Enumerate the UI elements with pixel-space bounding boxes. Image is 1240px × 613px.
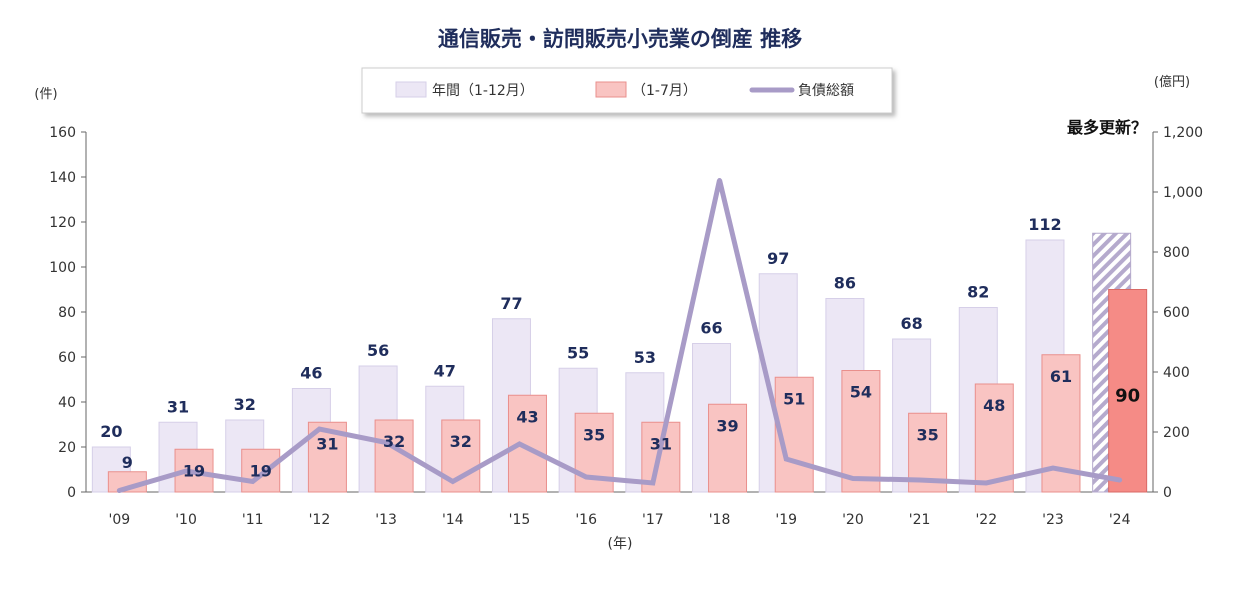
- chart-title: 通信販売・訪問販売小売業の倒産 推移: [438, 27, 802, 51]
- data-label-annual: 97: [767, 249, 789, 268]
- legend: 年間（1-12月） （1-7月） 負債総額: [361, 67, 893, 114]
- right-axis-tick-label: 400: [1163, 365, 1190, 381]
- data-label-annual: 66: [700, 319, 722, 338]
- legend-box: [361, 67, 893, 114]
- data-label-annual: 55: [567, 343, 589, 362]
- debt-line: [116, 179, 1123, 493]
- left-axis-tick-label: 20: [58, 440, 76, 456]
- x-axis-tick-label: '17: [642, 512, 664, 528]
- left-axis-tick-label: 40: [58, 395, 76, 411]
- debt-point: [784, 457, 789, 461]
- debt-point: [1117, 478, 1122, 482]
- data-label-partial: 61: [1050, 367, 1072, 386]
- x-axis-tick-label: '20: [842, 512, 864, 528]
- x-axis-tick-label: '22: [975, 512, 997, 528]
- x-axis-tick-label: '21: [909, 512, 931, 528]
- data-label-partial: 35: [583, 425, 605, 444]
- bar-partial: [241, 448, 281, 493]
- data-label-annual: 86: [834, 274, 856, 293]
- legend-swatch-partial: [595, 81, 627, 98]
- left-axis-tick-label: 120: [49, 215, 76, 231]
- debt-point: [317, 427, 322, 431]
- annotation-record-high: 最多更新？: [1067, 118, 1147, 137]
- x-axis-tick-label: '16: [575, 512, 597, 528]
- legend-label-annual: 年間（1-12月）: [432, 83, 534, 99]
- right-axis-tick-label: 1,000: [1163, 185, 1203, 201]
- x-axis-tick-label: '15: [509, 512, 531, 528]
- data-label-partial: 48: [983, 396, 1005, 415]
- data-label-annual: 47: [434, 361, 456, 380]
- debt-point: [984, 481, 989, 485]
- data-label-annual: 20: [100, 422, 122, 441]
- debt-point: [517, 442, 522, 446]
- data-label-annual: 53: [634, 348, 656, 367]
- data-label-annual: 68: [900, 314, 922, 333]
- bar-partial: [507, 394, 547, 493]
- x-axis-tick-label: '10: [175, 512, 197, 528]
- right-axis-tick-label: 0: [1163, 485, 1172, 501]
- legend-label-debt: 負債総額: [798, 83, 854, 99]
- left-axis-tick-label: 140: [49, 170, 76, 186]
- data-label-partial: 54: [850, 383, 872, 402]
- data-label-partial: 35: [916, 425, 938, 444]
- x-axis-label: (年): [608, 536, 633, 552]
- debt-point: [917, 478, 922, 482]
- data-label-annual: 82: [967, 283, 989, 302]
- right-axis-unit: (億円): [1154, 74, 1190, 90]
- debt-point: [584, 475, 589, 479]
- left-axis-tick-label: 160: [49, 125, 76, 141]
- right-axis-tick-label: 200: [1163, 425, 1190, 441]
- data-label-partial: 9: [122, 453, 133, 472]
- left-axis-tick-label: 100: [49, 260, 76, 276]
- right-axis-tick-label: 600: [1163, 305, 1190, 321]
- x-axis-tick-label: '18: [709, 512, 731, 528]
- x-axis-tick-label: '11: [242, 512, 264, 528]
- bar-partial-highlight: [1108, 289, 1148, 493]
- x-axis-tick-label: '09: [109, 512, 131, 528]
- data-label-partial: 43: [516, 407, 538, 426]
- legend-label-partial: （1-7月）: [632, 83, 697, 99]
- debt-point: [250, 479, 255, 484]
- bar-partial: [974, 383, 1014, 493]
- data-label-partial: 32: [450, 432, 472, 451]
- data-label-partial: 31: [650, 434, 672, 453]
- left-axis-tick-label: 60: [58, 350, 76, 366]
- bar-partial: [708, 403, 748, 493]
- left-axis-tick-label: 80: [58, 305, 76, 321]
- data-label-annual: 46: [300, 364, 322, 383]
- bar-partial: [841, 370, 881, 493]
- x-axis-tick-label: '24: [1109, 512, 1131, 528]
- debt-point: [184, 469, 189, 473]
- left-axis-tick-label: 0: [67, 485, 76, 501]
- data-label-annual: 32: [234, 395, 256, 414]
- data-label-partial: 32: [383, 432, 405, 451]
- x-axis-tick-label: '13: [375, 512, 397, 528]
- data-label-annual: 77: [500, 294, 522, 313]
- x-axis-tick-label: '14: [442, 512, 464, 528]
- right-axis-tick-label: 1,200: [1163, 125, 1203, 141]
- x-axis-tick-label: '19: [775, 512, 797, 528]
- data-label-annual: 31: [167, 397, 189, 416]
- debt-point: [1050, 466, 1055, 470]
- x-axis-tick-label: '23: [1042, 512, 1064, 528]
- debt-point: [850, 476, 855, 481]
- data-label-partial: 39: [716, 416, 738, 435]
- data-label-annual: 112: [1028, 215, 1061, 234]
- debt-point: [384, 440, 389, 445]
- data-label-partial: 19: [250, 461, 272, 480]
- left-axis-unit: (件): [34, 87, 57, 102]
- debt-point: [450, 479, 455, 484]
- data-label-partial: 19: [183, 461, 205, 480]
- debt-point: [717, 178, 722, 182]
- data-label-partial: 51: [783, 389, 805, 408]
- debt-point: [117, 488, 122, 493]
- data-label-partial: 90: [1115, 386, 1140, 407]
- data-label-annual: 56: [367, 341, 389, 360]
- debt-point: [650, 481, 655, 485]
- right-axis-tick-label: 800: [1163, 245, 1190, 261]
- x-axis-tick-label: '12: [309, 512, 331, 528]
- data-label-partial: 31: [316, 434, 338, 453]
- legend-swatch-annual: [395, 81, 427, 98]
